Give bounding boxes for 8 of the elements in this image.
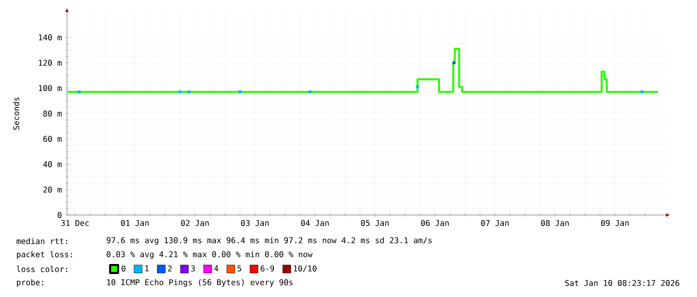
point [416, 85, 419, 88]
point [78, 90, 80, 94]
point [238, 90, 242, 94]
point [452, 61, 456, 64]
point [308, 90, 312, 94]
point [188, 90, 190, 94]
point [640, 90, 644, 94]
point [178, 90, 182, 94]
